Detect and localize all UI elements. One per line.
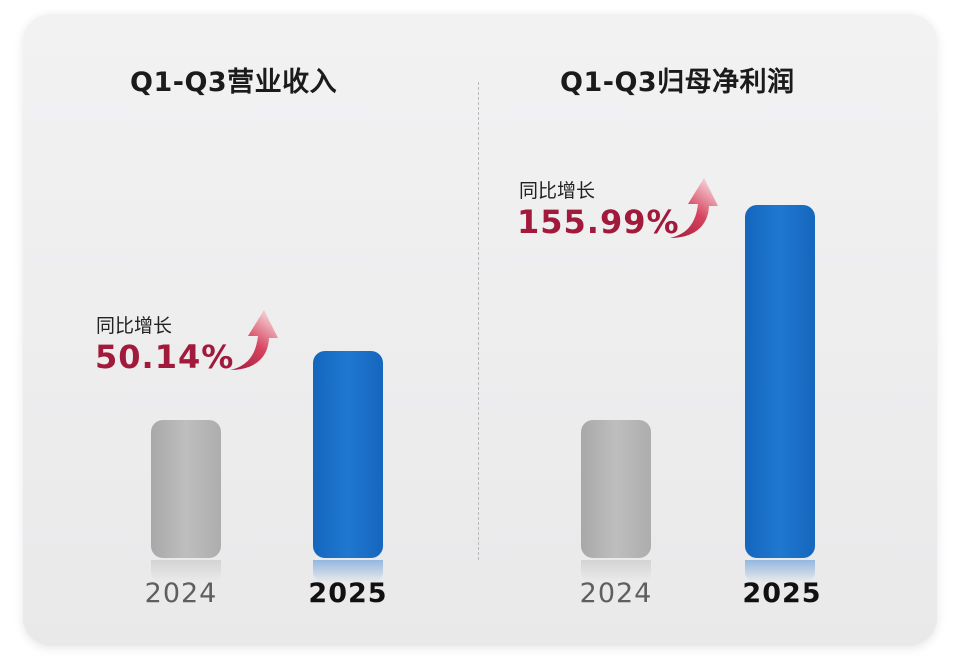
left-bar-2025 (313, 351, 383, 558)
left-bar-2025-reflection (313, 560, 383, 582)
left-bar-2024-reflection (151, 560, 221, 582)
left-bar-2024 (151, 420, 221, 558)
right-xlabel-2024: 2024 (579, 578, 653, 609)
left-growth-arrow-icon (230, 310, 278, 370)
right-growth-label: 同比增长 (519, 180, 596, 202)
right-xlabel-2025: 2025 (742, 578, 822, 609)
right-bar-2024-reflection (581, 560, 651, 582)
left-growth-value: 50.14% (95, 338, 235, 376)
right-growth-arrow-icon (670, 178, 718, 238)
left-xlabel-2024: 2024 (144, 578, 218, 609)
left-xlabel-2025: 2025 (308, 578, 388, 609)
right-bar-2024 (581, 420, 651, 558)
right-bar-2025-reflection (745, 560, 815, 582)
right-bar-2025 (745, 205, 815, 558)
left-growth-label: 同比增长 (96, 315, 173, 337)
left-chart-title: Q1-Q3营业收入 (130, 67, 338, 98)
right-growth-value: 155.99% (517, 203, 680, 241)
right-chart-title: Q1-Q3归母净利润 (560, 67, 795, 98)
panel-divider (478, 82, 479, 560)
